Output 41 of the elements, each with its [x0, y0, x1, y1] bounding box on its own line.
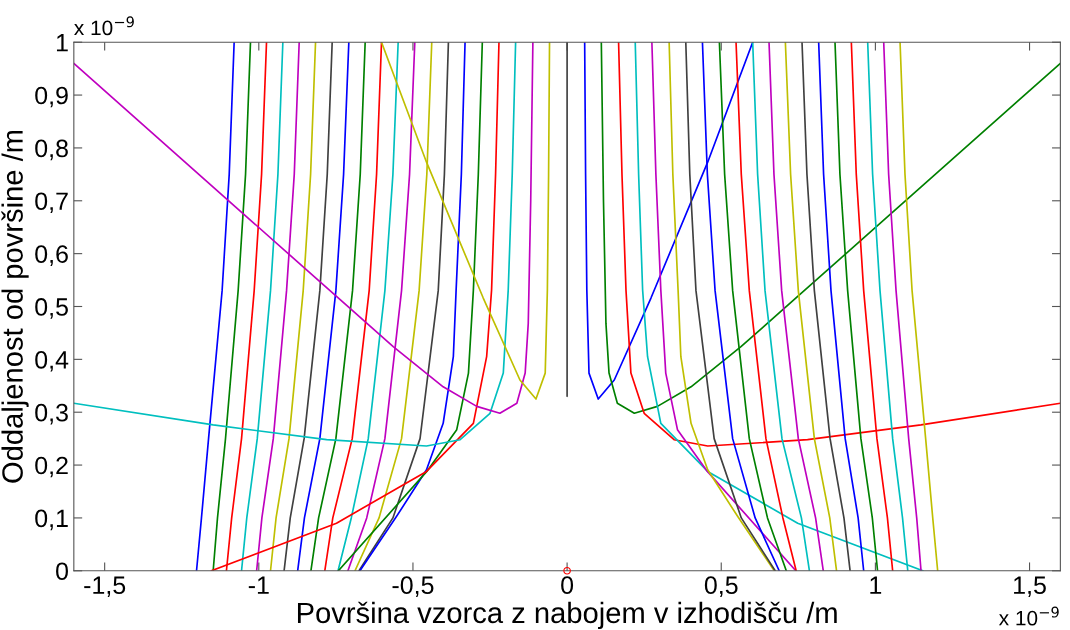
line-series [651, 42, 797, 571]
y-tick-label: 0,5 [35, 298, 68, 319]
line-series [283, 42, 334, 571]
line-series [358, 42, 450, 571]
line-series [668, 42, 776, 571]
line-series [337, 42, 484, 571]
y-tick-label: 0 [56, 562, 68, 581]
x-tick-label: -0,5 [392, 576, 434, 597]
line-series [784, 42, 838, 571]
line-series [768, 42, 825, 571]
x-tick-label: 0 [561, 576, 574, 594]
x-tick-label: 0,5 [704, 576, 738, 597]
line-series [684, 42, 777, 571]
line-series [195, 42, 235, 571]
y-tick-label: 0,2 [35, 456, 68, 478]
y-tick-label: 0,7 [35, 192, 68, 214]
y-tick-label: 0,8 [35, 139, 68, 161]
line-series [269, 42, 317, 571]
line-series [899, 42, 939, 571]
line-series [359, 42, 466, 571]
y-tick-label: 1 [56, 34, 68, 52]
line-series [212, 42, 252, 571]
y-axis-title: Oddaljenost od površine /m [1, 130, 29, 483]
line-series [310, 42, 367, 571]
x-tick-label: -1 [248, 576, 269, 594]
line-series [882, 42, 922, 571]
line-series [801, 42, 851, 571]
y-tick-label: 0,4 [35, 350, 69, 372]
text: x 10$^{−9}$ [74, 16, 134, 36]
x-tick-label: -1,5 [84, 576, 126, 597]
y-tick-label: 0,6 [35, 245, 68, 266]
x-axis-title: Površina vzorca z nabojem v izhodišču /m [297, 601, 837, 630]
line-series [817, 42, 865, 571]
y-tick-label: 0,9 [35, 86, 68, 108]
line-series [210, 42, 500, 571]
x-tick-label: 1,5 [1014, 576, 1046, 597]
x-tick-label: 1 [870, 576, 882, 594]
y-tick-label: 0,1 [35, 509, 68, 531]
y-tick-label: 0,3 [35, 403, 68, 425]
line-series [296, 42, 350, 571]
text: x 10$^{−9}$ [998, 606, 1059, 626]
